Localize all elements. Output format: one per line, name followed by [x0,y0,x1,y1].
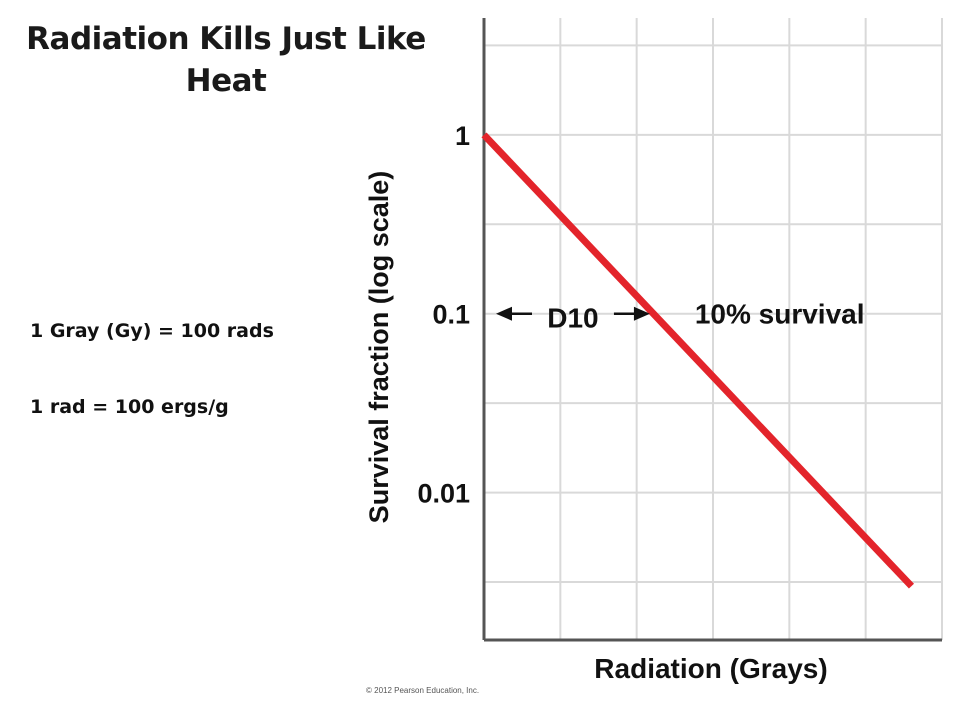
y-tick-labels: 1 0.1 0.01 [417,121,470,509]
survival-curve [481,132,915,589]
d10-label: D10 [547,303,598,334]
y-axis-label: Survival fraction (log scale) [364,171,394,524]
chart-annotations: D10 10% survival [496,299,865,334]
chart-grid [484,18,943,640]
chart-axes [482,18,942,642]
chart-series [481,132,915,589]
slide-title: Radiation Kills Just Like Heat [14,18,438,102]
y-tick-label: 1 [455,121,470,151]
gray-definition-note: 1 Gray (Gy) = 100 rads [30,320,274,342]
y-tick-label: 0.1 [432,300,470,330]
slide-title-line-1: Radiation Kills Just Like [26,21,426,57]
survival-annotation: 10% survival [695,299,865,330]
rad-definition-note: 1 rad = 100 ergs/g [30,396,229,418]
copyright-notice: © 2012 Pearson Education, Inc. [366,686,480,695]
slide-title-line-2: Heat [185,63,267,100]
d10-right-arrow-head [633,306,650,321]
y-tick-label: 0.01 [417,479,470,509]
x-axis-label: Radiation (Grays) [594,653,827,684]
d10-left-arrow-head [496,306,512,321]
